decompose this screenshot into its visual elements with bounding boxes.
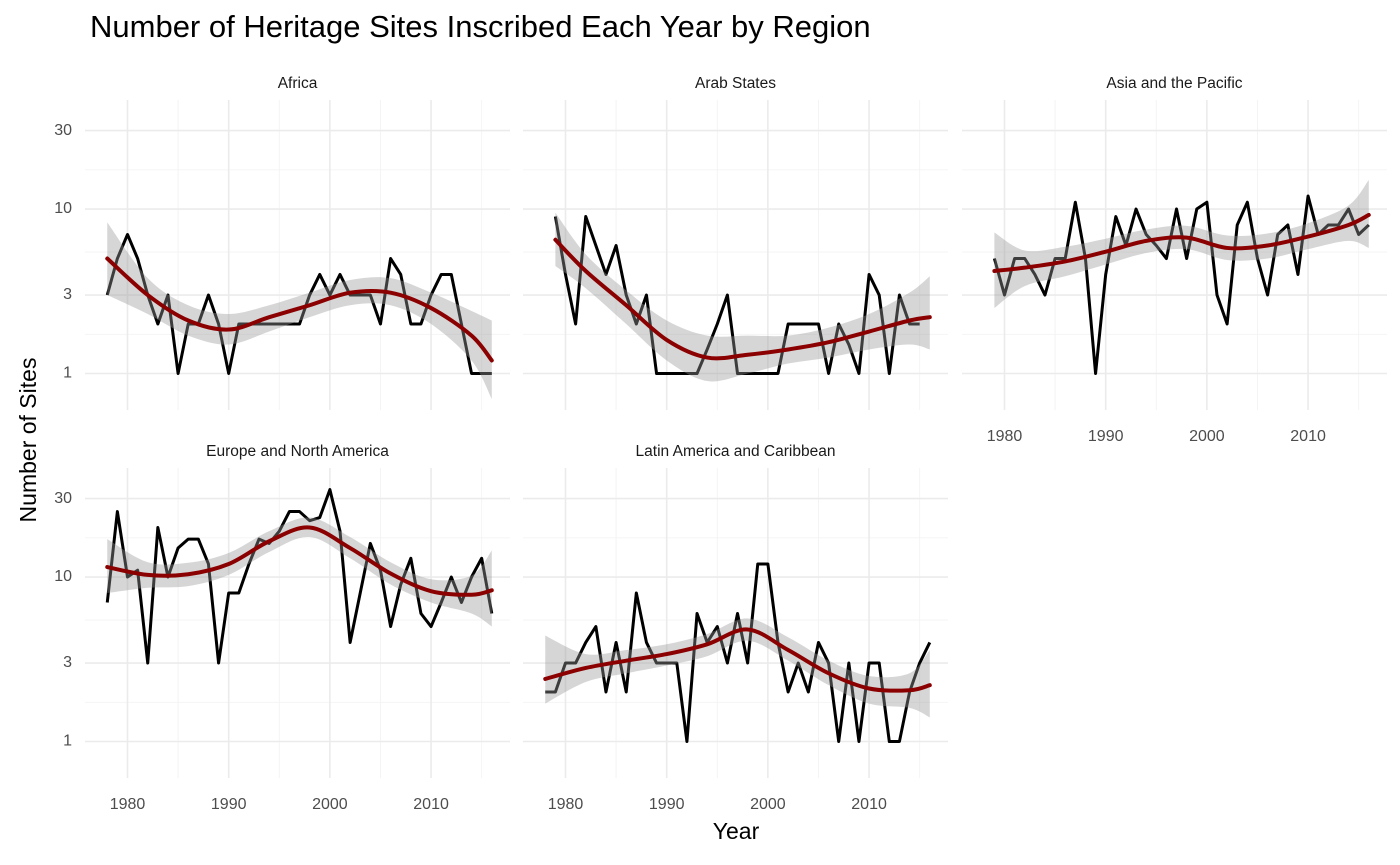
confidence-band [545, 618, 930, 718]
smooth-line [553, 237, 932, 361]
confidence-band [107, 517, 492, 627]
x-tick-label: 1990 [211, 796, 247, 813]
x-tick-label: 2010 [1290, 428, 1326, 445]
data-line [992, 194, 1370, 376]
y-tick-label: 30 [54, 122, 72, 139]
x-tick-label: 1990 [649, 796, 685, 813]
chart-title: Number of Heritage Sites Inscribed Each … [90, 9, 871, 44]
x-axis-label: Year [713, 818, 760, 844]
smooth-line [992, 212, 1371, 273]
data-line [545, 562, 932, 744]
y-tick-label: 1 [63, 365, 72, 382]
facet-panel: Europe and North America 1980 1990 2000 2010… [54, 443, 510, 813]
x-tick-label: 2010 [851, 796, 887, 813]
facet-panel: Arab States [523, 75, 948, 410]
x-tick-label: 2010 [413, 796, 449, 813]
facet-panel: Latin America and Caribbean 1980 1990 2000 2… [523, 443, 948, 813]
facet-title: Latin America and Caribbean [636, 443, 836, 460]
facet-title: Arab States [695, 75, 776, 92]
smooth-line [105, 525, 494, 597]
y-tick-label: 3 [63, 654, 72, 671]
y-tick-label: 1 [63, 733, 72, 750]
y-tick-label: 10 [54, 568, 72, 585]
x-tick-label: 2000 [750, 796, 786, 813]
facet-title: Europe and North America [206, 443, 389, 460]
data-line [553, 215, 920, 376]
x-tick-label: 1980 [110, 796, 146, 813]
y-axis-label: Number of Sites [15, 358, 41, 523]
facet-panel: Asia and the Pacific 1980 1990 2000 2010 [962, 75, 1387, 445]
x-tick-label: 1990 [1088, 428, 1124, 445]
x-tick-label: 1980 [987, 428, 1023, 445]
confidence-band [107, 222, 492, 399]
facet-title: Asia and the Pacific [1106, 75, 1242, 92]
x-tick-label: 2000 [1189, 428, 1225, 445]
x-tick-label: 2000 [312, 796, 348, 813]
y-tick-label: 30 [54, 490, 72, 507]
facet-title: Africa [278, 75, 318, 92]
confidence-band [994, 180, 1369, 309]
y-tick-label: 10 [54, 200, 72, 217]
smooth-line [105, 256, 494, 363]
y-tick-label: 3 [63, 286, 72, 303]
x-tick-label: 1980 [548, 796, 584, 813]
smooth-line [543, 627, 932, 693]
facet-panel: Africa 1 3 10 30 [54, 75, 510, 410]
data-line [105, 488, 494, 665]
